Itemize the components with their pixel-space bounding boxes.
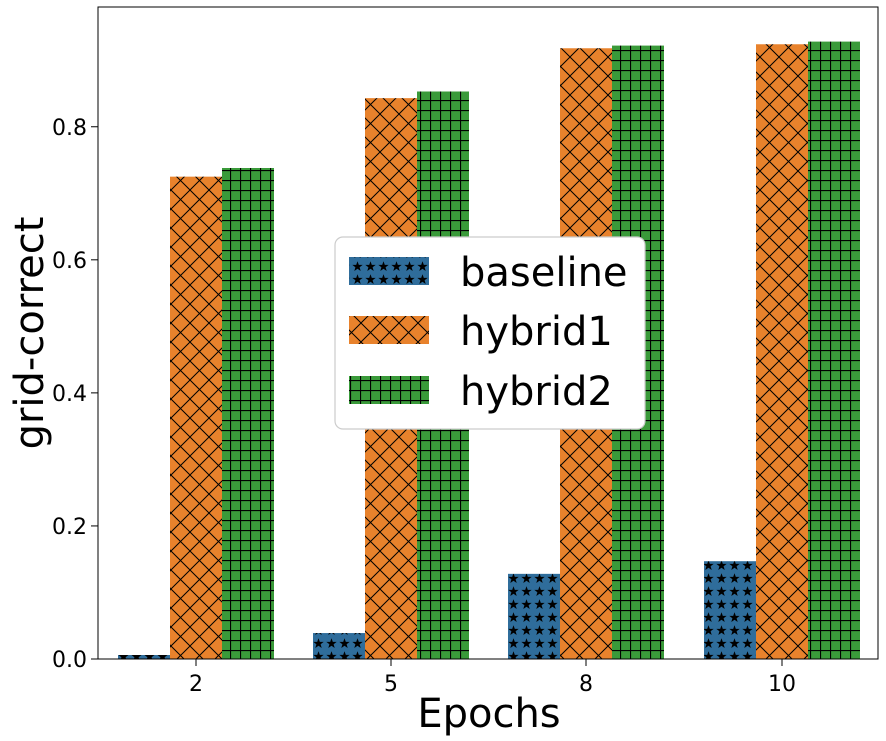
- y-tick-label: 0.0: [52, 648, 87, 673]
- bar-hybrid2-2: [222, 168, 274, 659]
- y-tick-label: 0.8: [52, 116, 87, 141]
- y-tick-label: 0.2: [52, 515, 87, 540]
- bar-hybrid1-2: [170, 176, 222, 659]
- x-tick-label: 10: [768, 672, 796, 697]
- legend: baseline hybrid1 hybrid2: [334, 236, 646, 430]
- legend-swatch-baseline: [349, 257, 429, 285]
- legend-swatch-hybrid2: [349, 376, 429, 404]
- x-tick-label: 5: [384, 672, 398, 697]
- y-tick-label: 0.6: [52, 249, 87, 274]
- x-axis: 2 5 8 10: [189, 659, 796, 697]
- bar-baseline-8: [508, 573, 560, 659]
- x-tick-label: 2: [189, 672, 203, 697]
- bar-hybrid2-10: [808, 41, 860, 659]
- x-tick-label: 8: [579, 672, 593, 697]
- y-axis-label: grid-correct: [7, 217, 53, 450]
- legend-label-baseline: baseline: [460, 250, 628, 296]
- legend-swatch-hybrid1: [349, 316, 429, 344]
- legend-label-hybrid2: hybrid2: [460, 369, 613, 415]
- bar-baseline-10: [704, 561, 756, 659]
- x-axis-label: Epochs: [417, 691, 560, 737]
- bar-baseline-5: [313, 633, 365, 659]
- y-axis: 0.0 0.2 0.4 0.6 0.8: [52, 116, 98, 673]
- bar-baseline-2: [118, 655, 170, 659]
- y-tick-label: 0.4: [52, 382, 87, 407]
- bar-hybrid1-10: [756, 44, 808, 659]
- legend-label-hybrid1: hybrid1: [460, 309, 613, 355]
- plot-frame: [97, 6, 879, 660]
